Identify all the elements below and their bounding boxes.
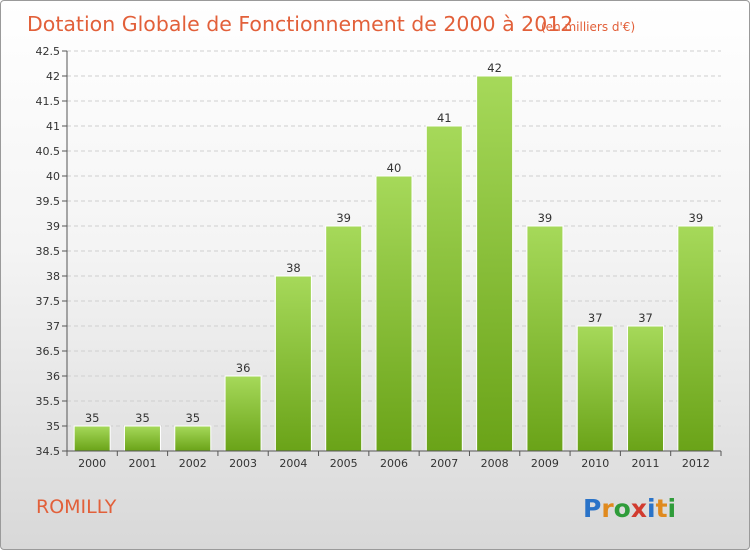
- axis-layer: [66, 51, 721, 452]
- y-tick-label: 35.5: [36, 395, 61, 408]
- y-tick-label: 37: [46, 320, 60, 333]
- data-label: 38: [286, 261, 301, 275]
- bar-layer: [73, 75, 715, 452]
- data-label-layer: 35 35 35 36 38 39 40 41 42 39 37 37 39: [85, 61, 703, 425]
- x-tick-label: 2004: [279, 457, 307, 470]
- bar-2005: [325, 225, 363, 452]
- y-tick-label: 41.5: [36, 95, 61, 108]
- data-label: 37: [588, 311, 603, 325]
- data-label: 39: [538, 211, 553, 225]
- logo-letter: x: [631, 494, 647, 523]
- data-label: 42: [487, 61, 502, 75]
- bar-2000: [73, 425, 111, 452]
- x-tick-label: 2006: [380, 457, 408, 470]
- data-label: 40: [387, 161, 402, 175]
- data-label: 39: [689, 211, 704, 225]
- grid-layer: [67, 50, 721, 452]
- x-tick-label: 2009: [531, 457, 559, 470]
- commune-name: ROMILLY: [36, 496, 117, 518]
- x-tick-label: 2001: [128, 457, 156, 470]
- data-label: 35: [135, 411, 150, 425]
- y-tick-label: 40.5: [36, 145, 61, 158]
- chart-title: Dotation Globale de Fonctionnement de 20…: [27, 12, 573, 36]
- y-tick-label: 36.5: [36, 345, 61, 358]
- logo-letter: r: [601, 494, 614, 523]
- x-axis-ticks: 2000 2001 2002 2003 2004 2005 2006 2007 2008 2009…: [66, 451, 722, 470]
- bar-2002: [174, 425, 212, 452]
- x-tick-label: 2005: [330, 457, 358, 470]
- x-tick-label: 2003: [229, 457, 257, 470]
- bar-2003: [224, 375, 262, 452]
- bar-2012: [677, 225, 715, 452]
- bar-2009: [526, 225, 564, 452]
- x-tick-label: 2008: [481, 457, 509, 470]
- y-tick-label: 42: [46, 70, 60, 83]
- bar-2006: [375, 175, 413, 452]
- y-axis-ticks: 34.5 35 35.5 36 36.5 37 37.5 38 38.5 39 39.5 40 40.5…: [36, 45, 67, 458]
- y-tick-label: 36: [46, 370, 60, 383]
- x-tick-label: 2010: [581, 457, 609, 470]
- y-tick-label: 41: [46, 120, 60, 133]
- bar-2008: [476, 75, 514, 452]
- x-tick-label: 2007: [430, 457, 458, 470]
- y-tick-label: 35: [46, 420, 60, 433]
- logo-letter: i: [668, 494, 677, 523]
- x-tick-label: 2002: [179, 457, 207, 470]
- logo-letter: P: [583, 494, 601, 523]
- data-label: 41: [437, 111, 452, 125]
- logo-letter: o: [614, 494, 631, 523]
- bar-2001: [123, 425, 161, 452]
- logo-letter: i: [647, 494, 656, 523]
- y-tick-label: 38: [46, 270, 60, 283]
- y-tick-label: 37.5: [36, 295, 61, 308]
- y-tick-label: 34.5: [36, 445, 61, 458]
- data-label: 36: [236, 361, 251, 375]
- data-label: 39: [336, 211, 351, 225]
- data-label: 35: [185, 411, 200, 425]
- y-tick-label: 38.5: [36, 245, 61, 258]
- bar-2007: [425, 125, 463, 452]
- logo-letter: t: [656, 494, 668, 523]
- bar-2004: [274, 275, 312, 452]
- chart-unit: (en milliers d'€): [541, 20, 635, 34]
- x-tick-label: 2000: [78, 457, 106, 470]
- y-tick-label: 39: [46, 220, 60, 233]
- data-label: 37: [638, 311, 653, 325]
- x-tick-label: 2012: [682, 457, 710, 470]
- y-tick-label: 42.5: [36, 45, 61, 58]
- data-label: 35: [85, 411, 100, 425]
- bar-2010: [576, 325, 614, 452]
- bar-2011: [627, 325, 665, 452]
- y-tick-label: 39.5: [36, 195, 61, 208]
- x-tick-label: 2011: [632, 457, 660, 470]
- y-tick-label: 40: [46, 170, 60, 183]
- proxiti-logo: Proxiti: [583, 494, 676, 523]
